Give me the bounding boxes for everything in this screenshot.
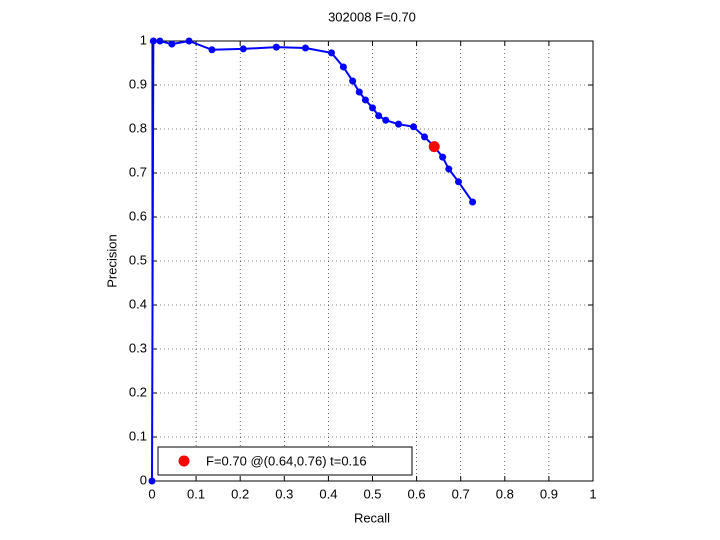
x-tick-label: 0.4 [319, 486, 337, 501]
data-point [382, 116, 390, 124]
data-point [445, 165, 453, 173]
x-tick-label: 0.8 [496, 486, 514, 501]
x-tick-label: 0.2 [231, 486, 249, 501]
data-point [272, 43, 280, 51]
data-point [361, 96, 369, 104]
y-tick-label: 0.5 [129, 252, 147, 267]
y-tick-label: 0.6 [129, 208, 147, 223]
data-point [375, 112, 383, 120]
data-point [149, 37, 157, 45]
data-point [185, 37, 193, 45]
data-point [369, 104, 376, 112]
data-point [439, 153, 447, 161]
x-tick-label: 0.9 [540, 486, 558, 501]
data-point [421, 133, 429, 141]
legend-marker [178, 455, 190, 467]
data-point [327, 49, 335, 57]
x-tick-label: 0 [148, 486, 155, 501]
data-point [208, 46, 216, 54]
x-tick-label: 1 [589, 486, 596, 501]
y-tick-label: 0.1 [129, 428, 147, 443]
x-tick-label: 0.5 [363, 486, 381, 501]
legend-label: F=0.70 @(0.64,0.76) t=0.16 [206, 453, 367, 468]
x-tick-label: 0.3 [275, 486, 293, 501]
x-axis-label: Recall [354, 510, 390, 525]
y-tick-label: 0.8 [129, 120, 147, 135]
y-tick-label: 0.4 [129, 296, 147, 311]
data-point [395, 120, 403, 128]
y-tick-label: 0.2 [129, 384, 147, 399]
data-point [339, 63, 347, 71]
x-tick-label: 0.1 [187, 486, 205, 501]
data-point [156, 37, 164, 45]
highlight-point [428, 141, 440, 153]
chart-title: 302008 F=0.70 [328, 9, 416, 24]
y-tick-label: 0.7 [129, 164, 147, 179]
data-point [148, 477, 156, 485]
data-point [410, 123, 418, 131]
y-axis-label: Precision [104, 234, 119, 287]
data-point [469, 198, 477, 206]
y-tick-label: 0.3 [129, 340, 147, 355]
x-tick-label: 0.6 [408, 486, 426, 501]
legend-box [157, 446, 413, 476]
data-point [168, 40, 176, 48]
data-point [454, 178, 462, 186]
y-tick-label: 0.9 [129, 76, 147, 91]
data-point [301, 44, 309, 52]
data-point [349, 77, 357, 85]
data-point [355, 88, 363, 96]
y-tick-label: 0 [140, 472, 147, 487]
x-tick-label: 0.7 [452, 486, 470, 501]
data-point [239, 45, 247, 53]
y-tick-label: 1 [140, 32, 147, 47]
